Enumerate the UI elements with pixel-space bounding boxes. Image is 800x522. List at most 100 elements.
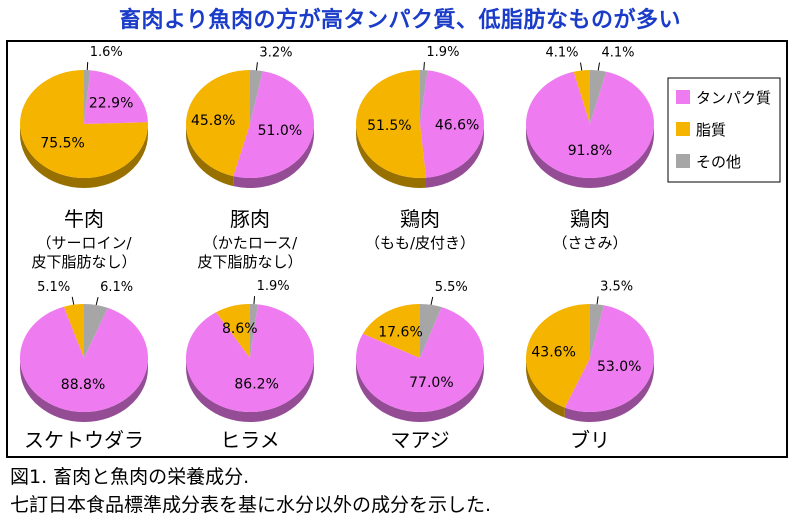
pie-slice-other bbox=[590, 304, 604, 358]
slice-label-other: 3.2% bbox=[259, 45, 292, 60]
pie-name: マアジ bbox=[390, 428, 449, 452]
slice-label-protein: 53.0% bbox=[597, 359, 641, 375]
slice-label-protein: 46.6% bbox=[435, 117, 479, 133]
pie-subtitle: （サーロイン/ bbox=[36, 234, 132, 252]
slice-label-fat: 75.5% bbox=[40, 136, 84, 152]
legend-swatch-fat bbox=[676, 122, 690, 136]
pie-chart: 3.2% 51.0% 45.8% 豚肉 （かたロース/皮下脂肪なし） bbox=[186, 45, 315, 271]
leader-line bbox=[71, 296, 75, 305]
pie-slice-protein bbox=[420, 70, 484, 178]
slice-label-fat: 51.5% bbox=[367, 118, 411, 134]
pie-slice-protein bbox=[185, 304, 314, 413]
pie-slice-fat bbox=[20, 70, 148, 178]
pie-slice-fat bbox=[573, 70, 590, 124]
pie-slice-other bbox=[250, 304, 258, 358]
slice-label-fat: 4.1% bbox=[545, 46, 578, 61]
slice-label-protein: 88.8% bbox=[61, 377, 105, 393]
pie-side-fat bbox=[186, 124, 234, 187]
leader-line bbox=[430, 296, 434, 305]
pie-side-protein bbox=[526, 124, 654, 188]
pie-chart: 6.1% 88.8% 5.1% スケトウダラ bbox=[19, 280, 148, 452]
pie-slice-fat bbox=[63, 304, 84, 358]
pie-slice-other bbox=[420, 70, 428, 124]
pie-name: ヒラメ bbox=[220, 428, 279, 452]
slice-label-protein: 91.8% bbox=[568, 143, 612, 159]
pie-slice-other bbox=[420, 304, 442, 358]
slice-label-fat: 8.6% bbox=[222, 321, 258, 337]
caption-line-2: 七訂日本食品標準成分表を基に水分以外の成分を示した. bbox=[10, 494, 492, 516]
pie-subtitle: 皮下脂肪なし） bbox=[197, 253, 302, 271]
slice-label-fat: 17.6% bbox=[378, 324, 422, 340]
leader-line bbox=[255, 62, 258, 71]
leader-line bbox=[253, 296, 256, 305]
pie-slice-fat bbox=[362, 303, 420, 358]
pie-side-protein bbox=[426, 124, 484, 188]
leader-line bbox=[95, 297, 99, 306]
pie-name: 牛肉 bbox=[64, 207, 104, 231]
pie-side-fat bbox=[526, 358, 565, 418]
slice-label-other: 4.1% bbox=[602, 46, 635, 61]
leader-line bbox=[597, 62, 600, 71]
legend-swatch-other bbox=[676, 154, 690, 168]
slice-label-protein: 77.0% bbox=[409, 375, 453, 391]
pie-slice-fat bbox=[186, 70, 250, 177]
pie-slice-protein bbox=[19, 306, 148, 413]
pie-slice-fat bbox=[216, 304, 250, 358]
pie-chart: 5.5% 77.0% 17.6% マアジ bbox=[356, 280, 485, 452]
leader-line bbox=[596, 296, 599, 305]
slice-label-other: 1.9% bbox=[426, 45, 459, 60]
pie-side-protein bbox=[233, 124, 314, 188]
pie-chart: 1.6% 22.9% 75.5% 牛肉 （サーロイン/皮下脂肪なし） bbox=[20, 45, 148, 271]
pie-slice-fat bbox=[355, 70, 427, 178]
pie-chart: 1.9% 46.6% 51.5% 鶏肉 （もも/皮付き） bbox=[355, 45, 484, 252]
pie-side-fat bbox=[20, 124, 148, 188]
pie-side-protein bbox=[564, 358, 654, 422]
pie-side-protein bbox=[186, 358, 314, 422]
pie-chart: 4.1% 91.8% 4.1% 鶏肉 （ささみ） bbox=[526, 46, 654, 252]
pie-side-protein bbox=[356, 358, 484, 422]
pie-slice-protein bbox=[526, 71, 654, 178]
pie-subtitle: （かたロース/ bbox=[203, 234, 298, 252]
pie-name: ブリ bbox=[570, 428, 610, 452]
pie-subtitle: 皮下脂肪なし） bbox=[31, 253, 136, 271]
slice-label-other: 3.5% bbox=[600, 279, 633, 294]
pie-slice-protein bbox=[356, 307, 485, 413]
pie-name: スケトウダラ bbox=[24, 428, 144, 452]
pie-slice-other bbox=[590, 70, 607, 124]
leader-line bbox=[580, 62, 583, 71]
leader-line bbox=[86, 62, 89, 71]
legend-label-fat: 脂質 bbox=[696, 121, 726, 139]
caption-line-1: 図1. 畜肉と魚肉の栄養成分. bbox=[10, 466, 250, 488]
pie-name: 鶏肉 bbox=[570, 207, 610, 231]
slice-label-protein: 22.9% bbox=[89, 96, 133, 112]
slice-label-other: 5.5% bbox=[435, 280, 468, 295]
legend-label-other: その他 bbox=[696, 153, 741, 171]
slice-label-fat: 45.8% bbox=[191, 113, 235, 129]
slice-label-fat: 43.6% bbox=[531, 345, 575, 361]
legend-label-protein: タンパク質 bbox=[696, 89, 771, 107]
pie-slice-protein bbox=[564, 305, 654, 412]
pie-slice-protein bbox=[233, 71, 315, 179]
figure-caption: 図1. 畜肉と魚肉の栄養成分. 七訂日本食品標準成分表を基に水分以外の成分を示し… bbox=[10, 463, 491, 519]
slice-label-other: 6.1% bbox=[100, 280, 133, 295]
pie-slice-other bbox=[250, 70, 263, 124]
pie-chart: 1.9% 86.2% 8.6% ヒラメ bbox=[185, 279, 314, 452]
slice-label-protein: 51.0% bbox=[258, 123, 302, 139]
slice-label-other: 1.6% bbox=[90, 45, 123, 60]
leader-line bbox=[423, 62, 425, 71]
pie-subtitle: （もも/皮付き） bbox=[365, 234, 475, 252]
slice-label-fat: 5.1% bbox=[37, 280, 70, 295]
pie-slice-protein bbox=[84, 70, 148, 124]
slice-label-protein: 86.2% bbox=[234, 376, 278, 392]
pie-slice-other bbox=[84, 304, 108, 358]
pie-slice-other bbox=[84, 70, 91, 124]
slice-label-other: 1.9% bbox=[257, 279, 290, 294]
pie-chart: 3.5% 53.0% 43.6% ブリ bbox=[526, 279, 654, 452]
page-title: 畜肉より魚肉の方が高タンパク質、低脂肪なものが多い bbox=[118, 8, 682, 33]
pie-slice-fat bbox=[526, 304, 590, 408]
chart-frame bbox=[6, 40, 788, 458]
legend-swatch-protein bbox=[676, 90, 690, 104]
pie-name: 鶏肉 bbox=[400, 207, 440, 231]
